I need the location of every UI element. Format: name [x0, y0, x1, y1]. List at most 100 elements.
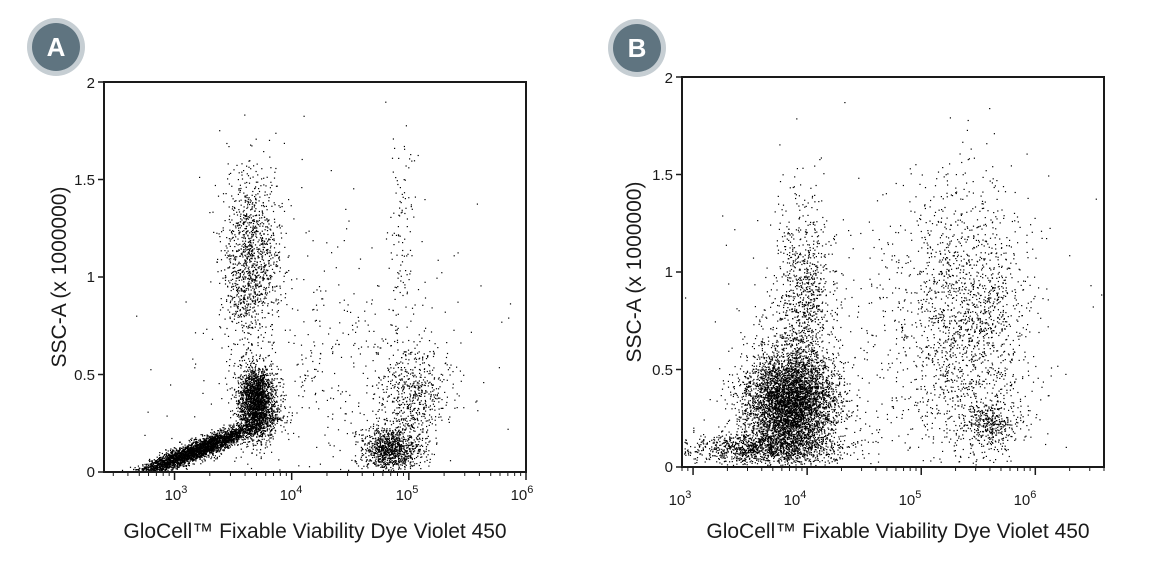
data-point — [185, 450, 187, 452]
data-point — [198, 453, 200, 455]
data-point — [253, 406, 255, 408]
data-point — [212, 445, 214, 447]
data-point — [226, 444, 228, 446]
data-point — [167, 461, 169, 463]
data-point — [230, 417, 232, 419]
data-point — [177, 452, 179, 454]
data-point — [256, 391, 258, 393]
data-point — [237, 429, 239, 431]
data-point — [203, 454, 205, 457]
data-point — [251, 378, 253, 381]
data-point — [259, 426, 262, 428]
data-point — [242, 417, 244, 419]
data-point — [271, 382, 273, 384]
data-point — [133, 468, 135, 470]
data-point — [202, 438, 204, 440]
data-point — [226, 445, 228, 447]
data-point — [224, 444, 226, 446]
data-point — [156, 459, 159, 461]
data-point — [167, 463, 169, 465]
data-point — [232, 426, 235, 428]
data-point — [179, 453, 181, 455]
data-point — [242, 430, 244, 432]
data-point — [258, 376, 260, 378]
data-point — [200, 456, 202, 458]
data-point — [169, 460, 171, 462]
data-point — [160, 459, 162, 461]
data-point — [269, 421, 271, 423]
data-point — [272, 405, 274, 408]
data-point — [181, 447, 183, 450]
data-point — [210, 437, 212, 439]
data-point — [273, 399, 275, 401]
data-point — [231, 430, 233, 432]
data-point — [202, 450, 204, 452]
data-point — [225, 441, 227, 443]
data-point — [290, 419, 292, 421]
data-point — [177, 464, 179, 466]
data-point — [242, 426, 244, 428]
data-point — [280, 405, 282, 408]
data-point — [218, 437, 220, 439]
data-point — [191, 457, 194, 460]
data-point — [260, 390, 262, 392]
data-point — [283, 415, 285, 417]
data-point — [254, 403, 256, 405]
data-point — [205, 451, 208, 453]
data-point — [226, 434, 228, 436]
data-point — [194, 444, 196, 446]
data-point — [260, 405, 262, 408]
data-point — [240, 428, 242, 430]
data-point — [291, 412, 293, 414]
data-point — [247, 405, 249, 407]
data-point — [272, 436, 274, 438]
data-point — [196, 447, 199, 449]
data-point — [223, 443, 225, 446]
data-point — [261, 376, 263, 378]
data-point — [259, 376, 262, 379]
data-point — [269, 432, 271, 434]
data-point — [161, 468, 163, 470]
data-point — [242, 428, 244, 430]
data-point — [195, 456, 197, 458]
data-point — [182, 448, 185, 450]
data-point — [272, 404, 274, 406]
data-point — [221, 445, 223, 447]
data-point — [186, 457, 188, 459]
data-point — [153, 462, 155, 464]
data-point — [174, 447, 176, 449]
data-point — [259, 452, 261, 454]
data-point — [238, 401, 240, 403]
data-point — [197, 454, 199, 456]
data-point — [209, 450, 211, 452]
data-point — [188, 450, 190, 452]
data-point — [248, 376, 251, 378]
data-point — [227, 444, 229, 446]
data-point — [233, 438, 235, 440]
data-point — [187, 463, 189, 465]
data-point — [182, 454, 184, 456]
data-point — [186, 468, 188, 470]
data-point — [228, 437, 230, 439]
data-point — [218, 434, 220, 436]
data-point — [216, 448, 218, 450]
data-point — [165, 457, 168, 459]
data-point — [180, 465, 182, 467]
data-point — [258, 416, 260, 418]
data-point — [198, 453, 200, 455]
data-point — [188, 464, 190, 466]
data-point — [245, 406, 247, 408]
data-point — [250, 375, 252, 377]
data-point — [163, 457, 165, 459]
data-point — [282, 391, 284, 393]
data-point — [258, 371, 260, 373]
data-point — [284, 406, 286, 408]
data-point — [240, 427, 242, 429]
data-point — [171, 457, 173, 459]
data-point — [238, 427, 241, 429]
data-point — [184, 450, 186, 452]
data-point — [186, 451, 188, 453]
data-point — [296, 412, 298, 414]
data-point — [242, 425, 245, 427]
data-point — [269, 437, 271, 439]
